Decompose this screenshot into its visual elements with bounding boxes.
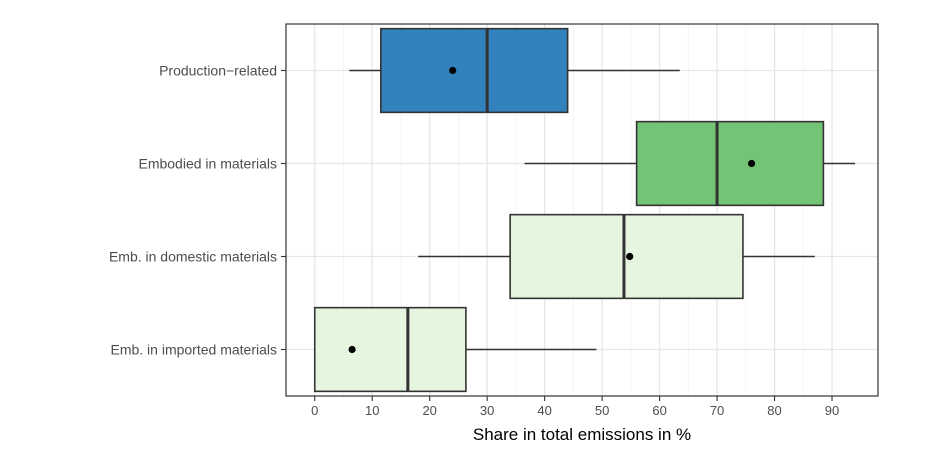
mean-points [348,66,756,354]
x-axis-title: Share in total emissions in % [473,425,691,444]
box-iqr [313,306,467,393]
mean-point [449,66,457,75]
x-tick-label: 30 [480,403,494,418]
x-tick-label: 10 [365,403,379,418]
x-tick-label: 50 [595,403,609,418]
mean-point [348,345,356,354]
x-tick-label: 90 [825,403,839,418]
box-iqr [635,120,825,207]
plot-panel-border [285,23,879,397]
whiskers [349,69,856,351]
mean-point [747,159,756,168]
y-tick-label: Emb. in domestic materials [109,249,277,265]
y-tick-label: Emb. in imported materials [110,342,277,358]
y-axis: Production−related Embodied in materials E… [109,63,286,358]
mean-point [626,252,634,261]
y-tick-label: Embodied in materials [138,156,277,172]
x-tick-label: 60 [652,403,666,418]
y-tick-label: Production−related [159,63,277,79]
x-tick-label: 70 [710,403,724,418]
x-tick-label: 0 [311,403,318,418]
x-axis: 0 10 20 30 40 50 60 70 80 90 [311,396,839,418]
x-tick-label: 40 [537,403,551,418]
x-tick-label: 20 [422,403,436,418]
x-tick-label: 80 [767,403,781,418]
box-iqr [380,27,569,114]
